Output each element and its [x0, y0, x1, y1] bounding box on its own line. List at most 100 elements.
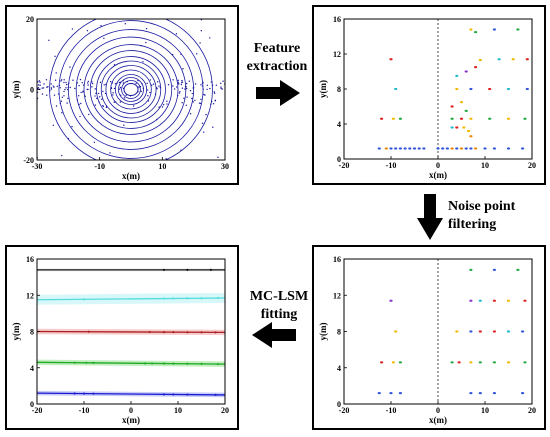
feat-feature-point: [455, 87, 459, 91]
filt-feature-point: [391, 361, 395, 364]
lidar-return-point: [178, 92, 181, 94]
feat-feature-point: [450, 117, 454, 120]
lidar-return-point: [59, 87, 61, 89]
lidar-return-point: [203, 131, 205, 133]
fit-y-tick-label: 4: [30, 364, 34, 373]
lidar-return-point: [78, 103, 80, 106]
lidar-return-point: [76, 82, 79, 84]
raw-y-tick-label: -20: [23, 156, 34, 165]
lidar-return-point: [185, 104, 187, 106]
lidar-return-point: [82, 90, 84, 93]
lidar-return-point: [48, 39, 50, 41]
filt-feature-point: [478, 361, 482, 364]
feat-feature-point: [459, 101, 464, 104]
lidar-return-point: [54, 55, 56, 58]
lidar-return-point: [203, 93, 205, 96]
lidar-return-point: [188, 80, 190, 82]
lidar-return-point: [200, 84, 202, 86]
lidar-return-point: [65, 81, 67, 84]
lidar-return-point: [183, 97, 185, 99]
feat-feature-point: [398, 117, 402, 120]
lidar-return-point: [63, 90, 65, 93]
raw-lidar-plot: -30 -10 10 30 -20 0 20 x(m) y(m): [11, 15, 229, 181]
fit-data-point: [186, 331, 189, 334]
feat-feature-point: [445, 147, 449, 150]
filt-y-tick-label: 0: [337, 400, 341, 409]
lidar-return-point: [156, 88, 158, 90]
filt-x-tick-label: 0: [436, 406, 440, 415]
feat-y-tick-label: 4: [337, 120, 341, 129]
lidar-return-point: [149, 79, 152, 81]
lidar-return-point: [172, 79, 174, 81]
feat-feature-point: [474, 31, 478, 34]
filt-feature-point: [389, 392, 393, 395]
lidar-return-point: [217, 156, 219, 159]
lidar-return-point: [220, 87, 222, 90]
lidar-return-point: [110, 87, 113, 90]
fit-data-point: [172, 393, 175, 396]
lidar-return-point: [53, 94, 56, 96]
lidar-return-point: [56, 85, 58, 88]
right-arrow-icon: [256, 80, 300, 106]
filt-feature-point: [394, 330, 398, 333]
lidar-return-point: [150, 84, 153, 86]
lidar-return-point: [64, 88, 66, 91]
feature-extraction-plot: -20 -10 0 10 20 0 4 8 12 16 x(m) y(m): [318, 15, 536, 180]
feat-feature-point: [464, 109, 468, 112]
lidar-return-point: [50, 83, 52, 85]
lidar-return-point: [210, 81, 212, 83]
fit-line: [36, 392, 226, 396]
lidar-return-point: [95, 92, 97, 95]
fit-line: [36, 361, 226, 365]
lidar-return-point: [209, 37, 211, 39]
fit-y-axis-label: y(m): [11, 323, 21, 341]
lidar-return-point: [180, 149, 182, 151]
lidar-return-point: [215, 84, 218, 86]
filt-feature-point: [469, 299, 473, 302]
fit-data-point: [73, 361, 76, 364]
filt-feature-point: [492, 330, 496, 333]
lidar-return-point: [72, 79, 74, 81]
lidar-return-point: [140, 45, 142, 47]
filt-feature-point: [523, 361, 527, 364]
fit-line: [36, 330, 226, 334]
lidar-return-point: [66, 88, 69, 91]
filt-feature-point: [523, 299, 527, 302]
feat-y-tick-label: 8: [337, 85, 341, 94]
lidar-return-point: [191, 92, 193, 95]
lidar-return-point: [201, 82, 204, 84]
feat-feature-point: [469, 87, 473, 91]
lidar-return-point: [63, 81, 65, 84]
lidar-return-point: [180, 83, 183, 86]
feat-x-tick-label: 20: [528, 161, 536, 170]
lidar-return-point: [55, 72, 57, 74]
lidar-return-point: [200, 29, 203, 32]
fit-data-point: [172, 297, 175, 300]
raw-y-tick-label: 0: [30, 86, 34, 95]
fit-data-point: [162, 297, 165, 300]
lidar-return-point: [156, 118, 158, 121]
feat-x-tick-label: -10: [386, 161, 397, 170]
filt-feature-point: [521, 330, 525, 333]
lidar-return-point: [113, 87, 116, 90]
lidar-return-point: [123, 97, 126, 99]
filt-y-axis-label: y(m): [318, 323, 328, 341]
lidar-return-point: [67, 137, 70, 140]
lidar-return-point: [67, 86, 69, 89]
feat-feature-point: [511, 58, 515, 61]
lidar-return-point: [189, 113, 192, 115]
lidar-return-point: [166, 100, 168, 102]
feat-feature-point: [525, 87, 529, 91]
lidar-return-point: [213, 92, 216, 94]
filt-feature-point: [469, 392, 473, 395]
lidar-return-point: [181, 79, 183, 82]
filt-feature-point: [389, 299, 393, 302]
lidar-return-point: [46, 94, 48, 96]
lidar-return-point: [204, 94, 206, 96]
lidar-return-point: [65, 87, 67, 89]
lidar-return-point: [60, 100, 63, 102]
feat-feature-point: [422, 147, 426, 150]
feature-extraction-panel: -20 -10 0 10 20 0 4 8 12 16 x(m) y(m): [312, 5, 546, 185]
lidar-return-point: [50, 87, 53, 89]
feat-y-tick-label: 12: [333, 50, 341, 59]
